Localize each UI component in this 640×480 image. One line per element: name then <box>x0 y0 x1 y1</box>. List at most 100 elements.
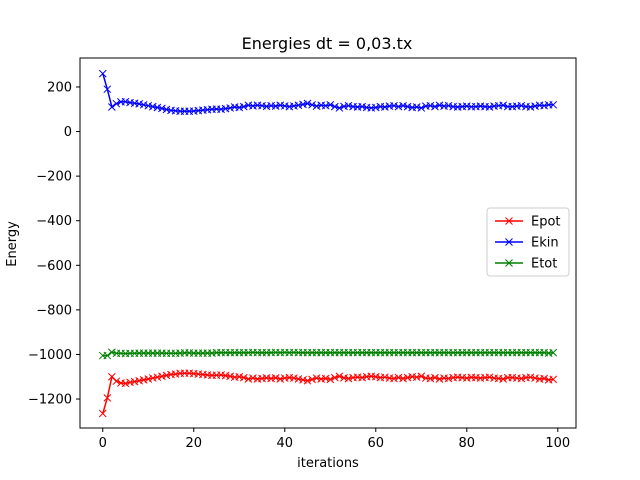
data-point-ekin <box>107 103 116 111</box>
data-point-epot <box>226 372 235 381</box>
x-tick-label: 40 <box>276 436 293 451</box>
data-point-ekin <box>444 101 453 110</box>
data-point-ekin <box>417 104 426 112</box>
series-line-epot <box>102 372 554 414</box>
series-epot <box>98 369 558 418</box>
data-point-epot <box>540 374 549 383</box>
data-point-epot <box>303 376 312 385</box>
data-point-ekin <box>271 102 280 110</box>
data-point-ekin <box>540 101 549 110</box>
data-point-epot <box>112 377 121 386</box>
data-point-ekin <box>299 100 307 109</box>
legend-item-ekin: Ekin <box>495 236 559 251</box>
data-point-ekin <box>326 100 335 109</box>
legend-marker <box>505 217 513 225</box>
data-point-epot <box>326 375 335 384</box>
data-point-ekin <box>344 101 353 110</box>
data-point-epot <box>162 371 171 380</box>
data-point-ekin <box>98 69 107 78</box>
legend-label: Etot <box>531 257 557 272</box>
data-point-epot <box>390 374 398 383</box>
y-tick-label: 0 <box>64 125 72 140</box>
x-tick-label: 80 <box>459 436 476 451</box>
data-point-ekin <box>312 102 321 110</box>
data-point-epot <box>139 376 148 384</box>
data-point-epot <box>549 375 558 384</box>
x-axis-label: iterations <box>297 456 359 471</box>
plot-area <box>98 69 558 418</box>
data-point-epot <box>394 373 403 382</box>
data-point-ekin <box>226 104 235 112</box>
data-point-epot <box>148 374 157 382</box>
data-point-ekin <box>153 103 162 112</box>
y-tick-label: −800 <box>36 303 72 318</box>
legend-marker <box>505 259 513 267</box>
x-tick-label: 0 <box>99 436 107 451</box>
data-point-epot <box>308 375 316 384</box>
x-axis: 0 20 40 60 80 100 <box>99 428 570 451</box>
series-ekin <box>98 69 558 116</box>
data-point-etot <box>549 348 558 357</box>
data-point-ekin <box>531 102 539 110</box>
data-point-ekin <box>371 103 380 112</box>
data-point-epot <box>499 375 508 383</box>
data-point-epot <box>290 374 298 382</box>
legend-marker <box>505 238 513 246</box>
data-point-ekin <box>158 104 166 113</box>
data-point-ekin <box>412 103 421 111</box>
data-point-ekin <box>549 100 558 109</box>
legend-item-etot: Etot <box>495 257 557 272</box>
y-tick-label: −400 <box>36 214 72 229</box>
data-point-epot <box>417 372 426 381</box>
data-point-ekin <box>239 102 248 111</box>
y-axis: −1200 −1000 −800 −600 −400 −200 0 200 <box>28 80 80 408</box>
data-point-epot <box>330 373 339 382</box>
series-line-ekin <box>102 73 554 113</box>
data-point-epot <box>517 374 526 383</box>
plot-frame <box>79 57 577 429</box>
data-point-epot <box>294 375 303 383</box>
data-point-ekin <box>394 102 403 111</box>
data-point-ekin <box>399 101 407 110</box>
data-point-ekin <box>308 100 316 109</box>
data-point-ekin <box>403 102 412 111</box>
data-point-ekin <box>148 102 157 111</box>
y-tick-label: −1000 <box>28 348 72 363</box>
data-point-ekin <box>112 99 121 108</box>
data-point-ekin <box>294 101 303 110</box>
data-point-ekin <box>135 100 144 108</box>
data-point-epot <box>235 372 244 381</box>
y-tick-label: 200 <box>47 80 72 95</box>
data-point-etot <box>103 351 112 360</box>
x-tick-label: 20 <box>185 436 202 451</box>
legend: Epot Ekin Etot <box>486 207 570 277</box>
data-point-epot <box>444 374 453 383</box>
legend-item-epot: Epot <box>495 215 561 230</box>
y-tick-label: −200 <box>36 170 72 185</box>
data-point-epot <box>412 373 421 382</box>
data-point-epot <box>135 376 144 385</box>
data-point-ekin <box>103 85 112 94</box>
series-etot <box>98 348 558 360</box>
series-line-etot <box>102 351 554 357</box>
data-point-epot <box>98 409 107 418</box>
data-point-ekin <box>321 101 330 110</box>
data-point-epot <box>244 375 253 383</box>
data-point-epot <box>321 374 330 383</box>
data-point-ekin <box>390 101 398 110</box>
chart-title: Energies dt = 0,03.tx <box>242 34 413 53</box>
data-point-ekin <box>335 104 344 112</box>
data-point-ekin <box>139 100 148 109</box>
y-tick-label: −1200 <box>28 393 72 408</box>
x-tick-label: 100 <box>545 436 570 451</box>
data-point-epot <box>103 394 112 402</box>
data-point-ekin <box>235 103 244 112</box>
y-tick-label: −600 <box>36 259 72 274</box>
data-point-epot <box>426 374 435 383</box>
y-axis-label: Energy <box>5 221 20 267</box>
data-point-epot <box>276 375 285 383</box>
data-point-epot <box>158 372 166 381</box>
data-point-epot <box>403 373 412 382</box>
data-point-ekin <box>144 101 153 110</box>
